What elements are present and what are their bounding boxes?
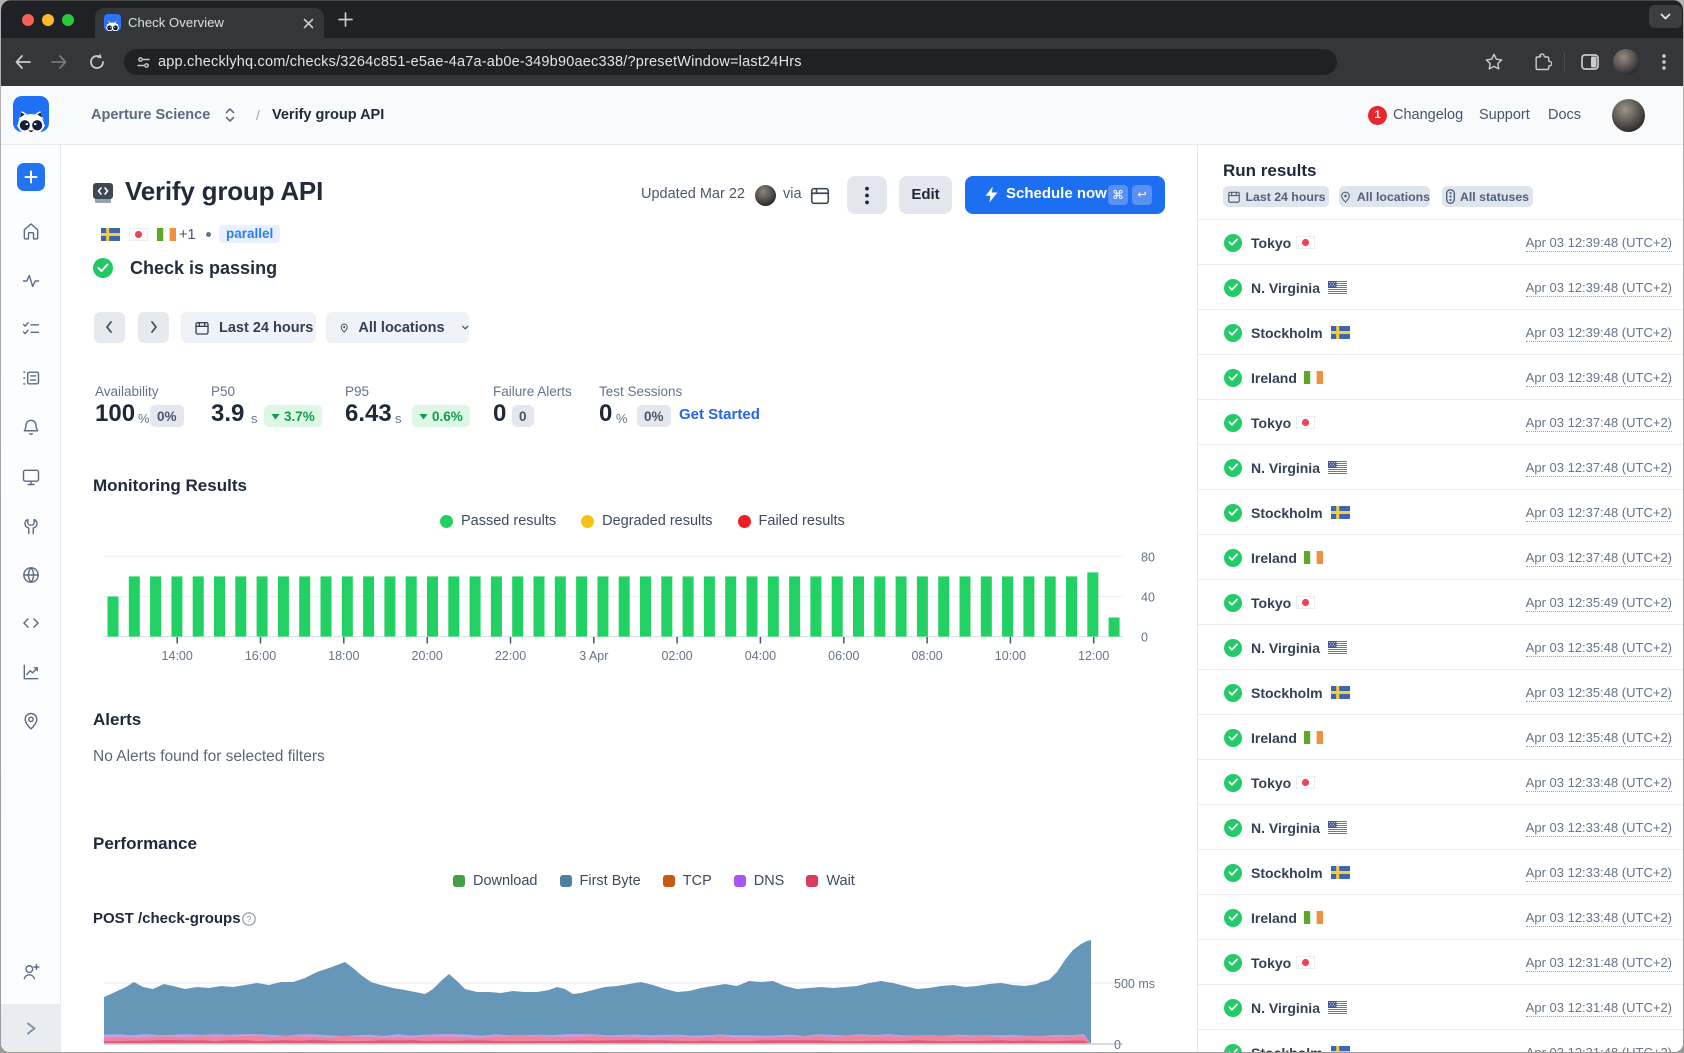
svg-text:16:00: 16:00 <box>245 649 276 663</box>
svg-text:06:00: 06:00 <box>828 649 859 663</box>
svg-text:18:00: 18:00 <box>328 649 359 663</box>
svg-text:02:00: 02:00 <box>661 649 692 663</box>
svg-text:04:00: 04:00 <box>745 649 776 663</box>
svg-text:12:00: 12:00 <box>1078 649 1109 663</box>
svg-text:08:00: 08:00 <box>911 649 942 663</box>
svg-text:20:00: 20:00 <box>412 649 443 663</box>
svg-text:500 ms: 500 ms <box>1114 977 1155 991</box>
svg-text:10:00: 10:00 <box>995 649 1026 663</box>
svg-text:?: ? <box>247 914 252 924</box>
svg-text:0: 0 <box>1141 631 1148 645</box>
svg-text:3 Apr: 3 Apr <box>579 649 608 663</box>
svg-text:22:00: 22:00 <box>495 649 526 663</box>
svg-text:80: 80 <box>1141 551 1155 565</box>
svg-text:0: 0 <box>1114 1038 1121 1052</box>
svg-text:14:00: 14:00 <box>162 649 193 663</box>
svg-text:40: 40 <box>1141 591 1155 605</box>
